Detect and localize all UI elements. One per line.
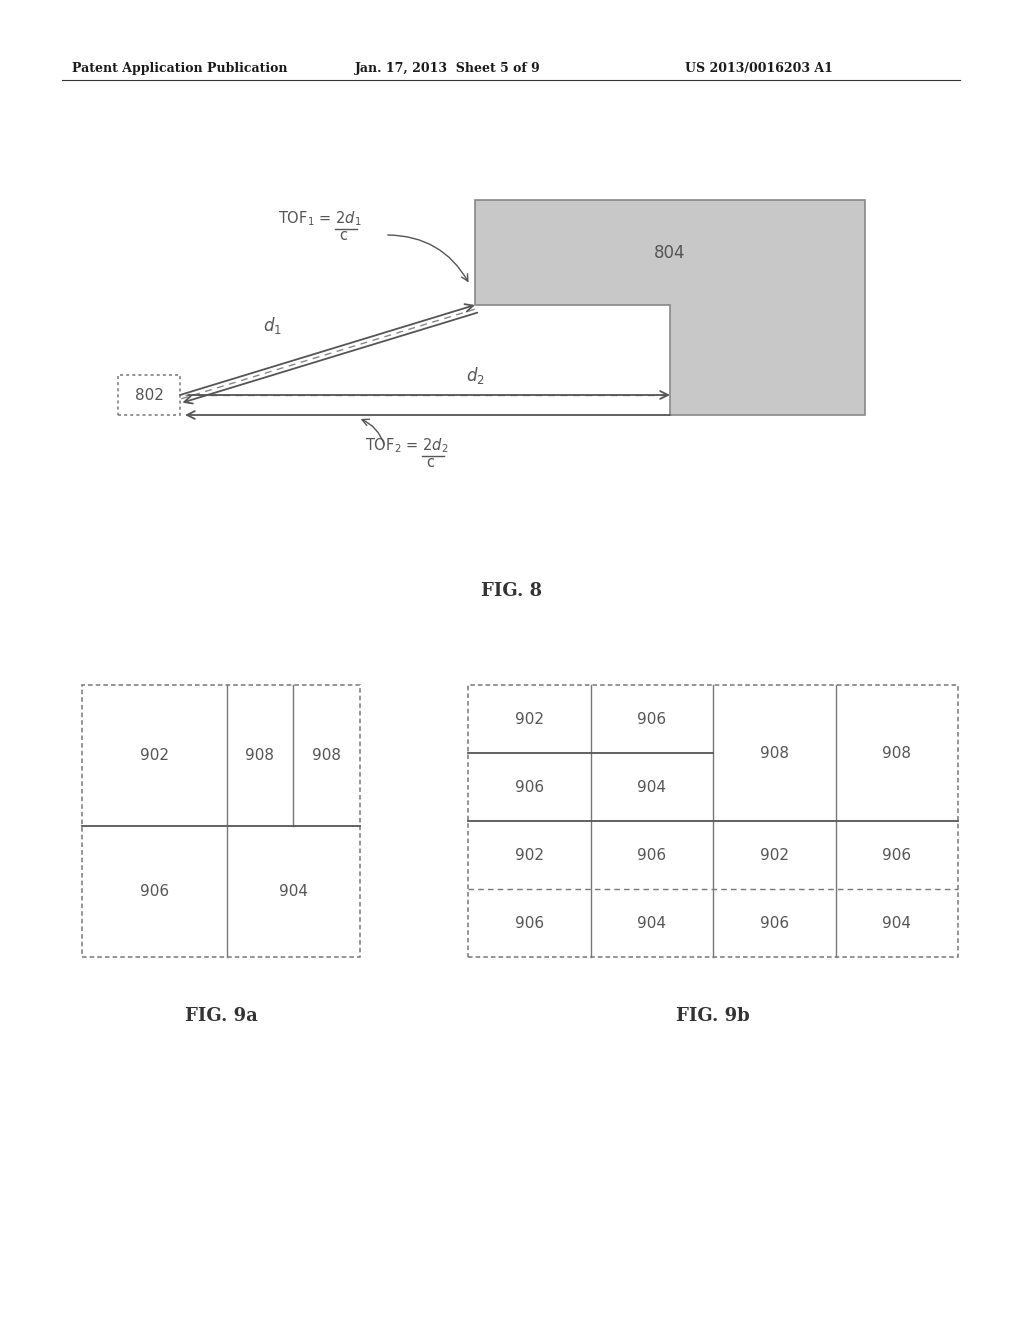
Text: 908: 908 [246,748,274,763]
Text: TOF$_1$ = $2d_1$: TOF$_1$ = $2d_1$ [278,210,361,228]
Text: 902: 902 [515,847,544,862]
Text: 906: 906 [883,847,911,862]
Text: Jan. 17, 2013  Sheet 5 of 9: Jan. 17, 2013 Sheet 5 of 9 [355,62,541,75]
Text: $d_1$: $d_1$ [263,314,282,335]
Text: c: c [426,455,434,470]
Text: FIG. 8: FIG. 8 [481,582,543,601]
Bar [468,685,958,957]
Text: FIG. 9b: FIG. 9b [676,1007,750,1026]
Text: 902: 902 [515,711,544,726]
Text: 904: 904 [637,916,667,931]
Polygon shape [475,201,865,414]
Text: 802: 802 [134,388,164,403]
Text: US 2013/0016203 A1: US 2013/0016203 A1 [685,62,833,75]
Text: FIG. 9a: FIG. 9a [184,1007,257,1026]
Text: c: c [339,228,347,243]
Text: 908: 908 [883,746,911,760]
Bar [82,685,360,957]
Text: 908: 908 [312,748,341,763]
Text: 906: 906 [637,711,667,726]
Text: Patent Application Publication: Patent Application Publication [72,62,288,75]
Bar [118,375,180,414]
Text: 906: 906 [139,884,169,899]
Text: 804: 804 [654,243,686,261]
Text: 906: 906 [515,780,544,795]
Text: 902: 902 [760,847,788,862]
Text: 902: 902 [140,748,169,763]
Text: 904: 904 [637,780,667,795]
Text: 906: 906 [515,916,544,931]
Text: 904: 904 [279,884,308,899]
Text: $d_2$: $d_2$ [466,364,484,385]
Text: 906: 906 [760,916,788,931]
Text: 908: 908 [760,746,788,760]
Text: 904: 904 [883,916,911,931]
Text: 906: 906 [637,847,667,862]
Text: TOF$_2$ = $2d_2$: TOF$_2$ = $2d_2$ [365,437,449,455]
